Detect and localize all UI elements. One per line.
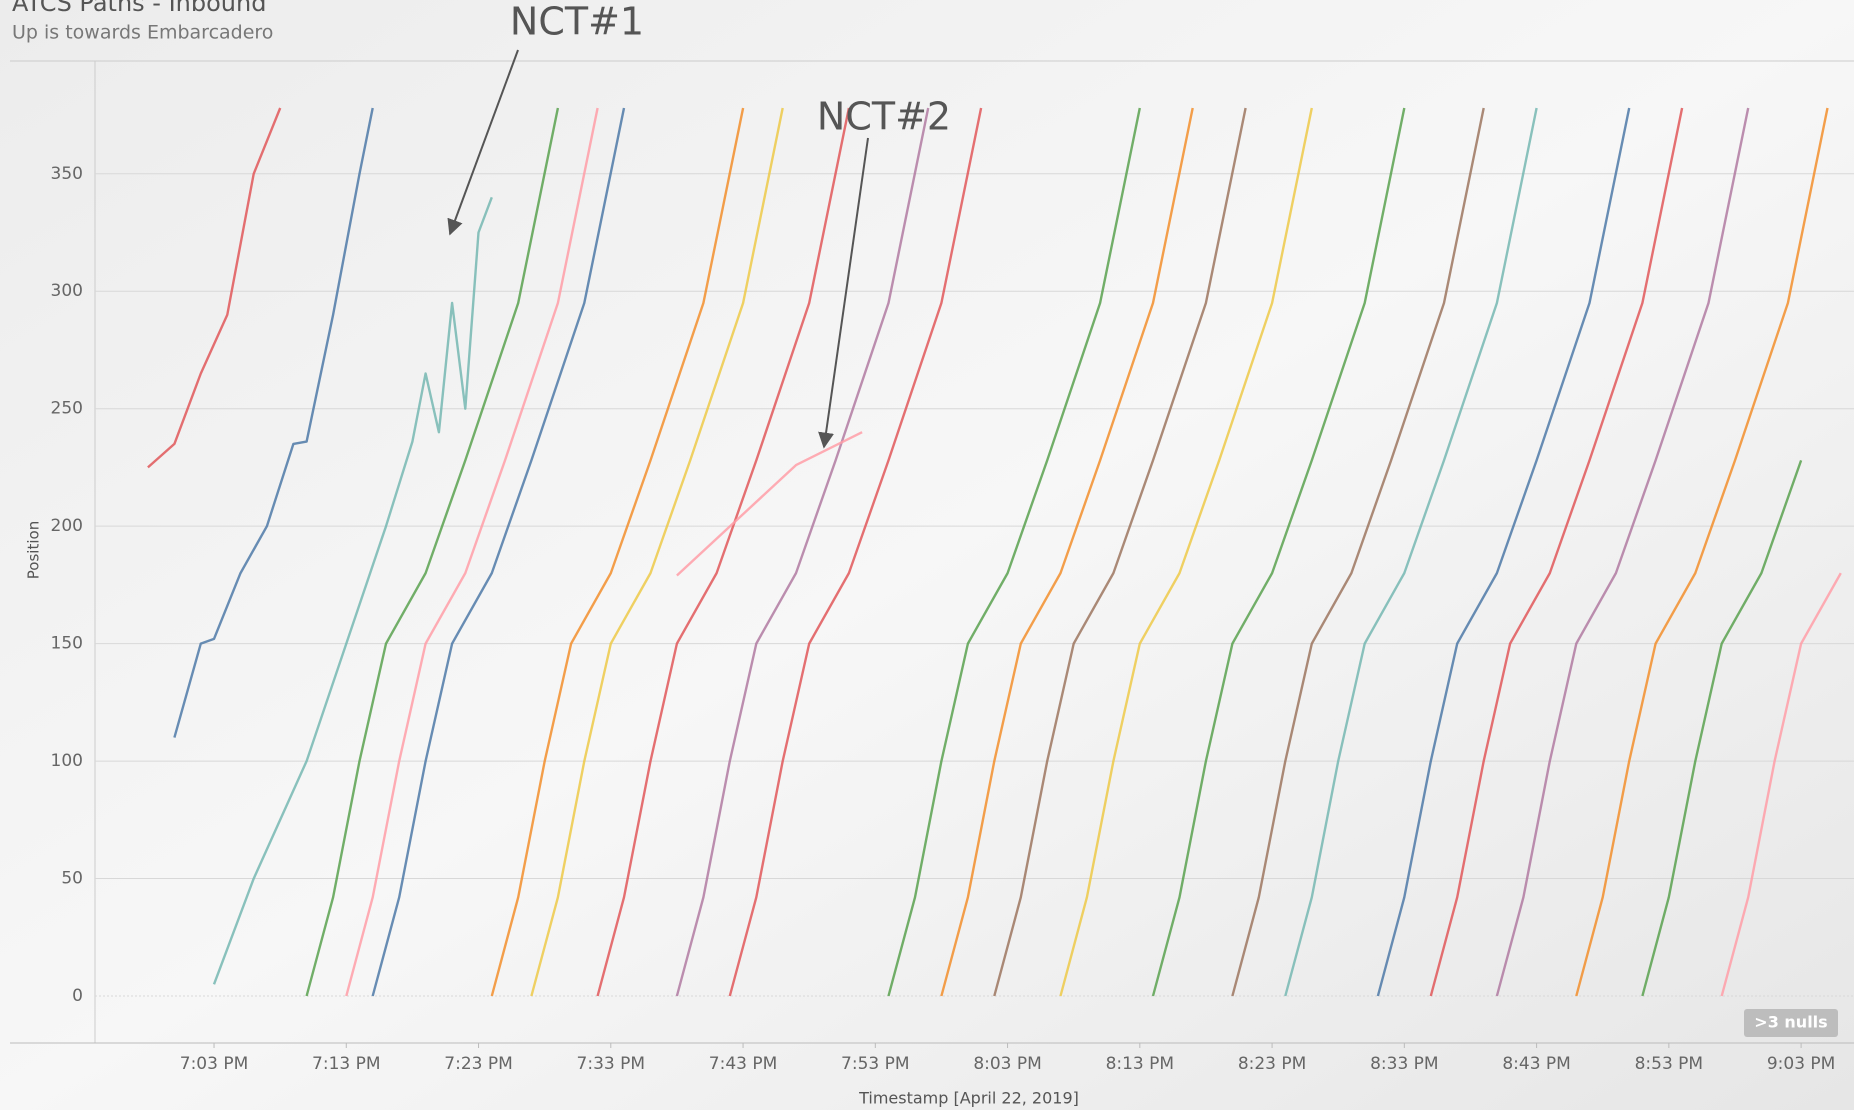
x-tick-label: 9:03 PM — [1767, 1054, 1836, 1074]
y-tick-label: 300 — [51, 281, 83, 301]
x-tick-label: 8:13 PM — [1106, 1054, 1175, 1074]
annotation: NCT#1 — [510, 0, 644, 44]
nulls-indicator[interactable]: >3 nulls — [1754, 1013, 1827, 1032]
y-tick-label: 50 — [61, 869, 83, 889]
y-tick-label: 100 — [51, 751, 83, 771]
x-tick-label: 8:43 PM — [1502, 1054, 1571, 1074]
chart-subtitle: Up is towards Embarcadero — [12, 22, 273, 44]
x-tick-label: 7:03 PM — [180, 1054, 249, 1074]
chart: ATCS Paths - Inbound Up is towards Embar… — [0, 0, 1854, 1110]
y-tick-label: 0 — [72, 986, 83, 1006]
chart-title: ATCS Paths - Inbound — [12, 0, 266, 17]
page: {"chart_data": { "type": "line", "title"… — [0, 0, 1854, 1110]
x-tick-label: 7:53 PM — [841, 1054, 910, 1074]
y-tick-label: 350 — [51, 164, 83, 184]
x-tick-label: 8:53 PM — [1635, 1054, 1704, 1074]
x-tick-label: 7:43 PM — [709, 1054, 778, 1074]
annotation: NCT#2 — [817, 95, 951, 139]
x-tick-label: 8:23 PM — [1238, 1054, 1307, 1074]
x-tick-label: 7:33 PM — [577, 1054, 646, 1074]
background — [0, 0, 1854, 1110]
x-tick-label: 7:23 PM — [444, 1054, 513, 1074]
y-tick-label: 150 — [51, 634, 83, 654]
x-axis-title: Timestamp [April 22, 2019] — [858, 1089, 1079, 1108]
y-axis-title: Position — [25, 521, 43, 579]
x-tick-label: 7:13 PM — [312, 1054, 381, 1074]
y-tick-label: 200 — [51, 516, 83, 536]
x-tick-label: 8:33 PM — [1370, 1054, 1439, 1074]
x-tick-label: 8:03 PM — [973, 1054, 1042, 1074]
y-tick-label: 250 — [51, 399, 83, 419]
